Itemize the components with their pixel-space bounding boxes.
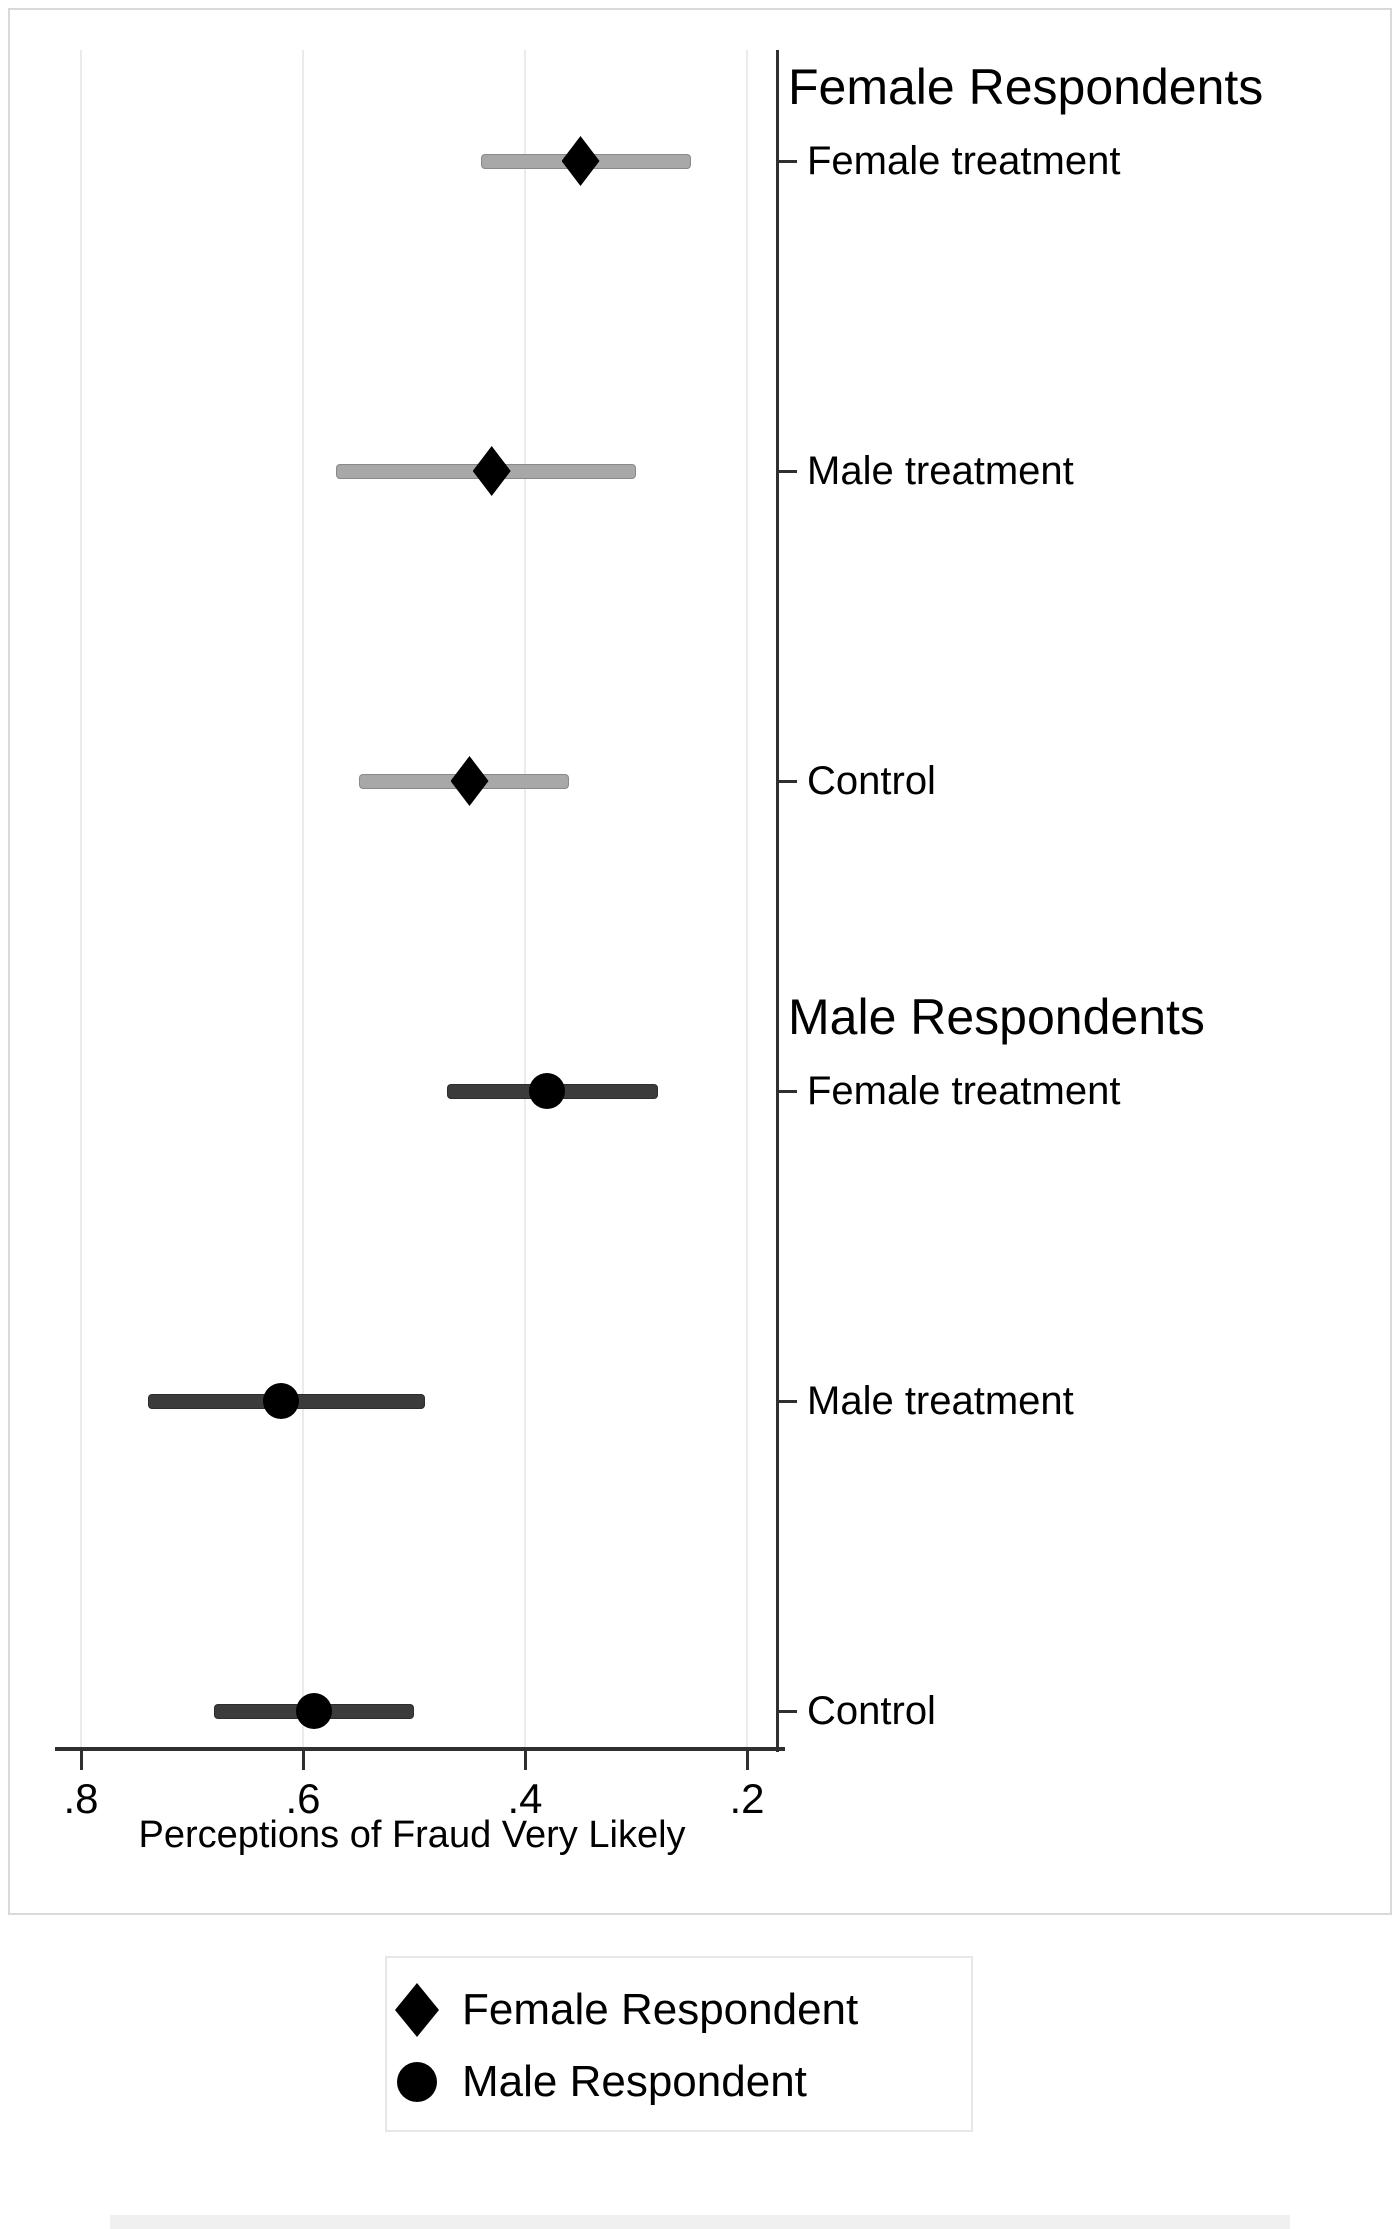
category-tick — [777, 470, 797, 473]
category-label: Control — [807, 1689, 936, 1733]
category-label: Male treatment — [807, 1379, 1074, 1423]
x-axis-title: Perceptions of Fraud Very Likely — [138, 1814, 686, 1856]
x-gridline — [746, 50, 748, 1749]
x-axis-line — [55, 1747, 785, 1751]
x-gridline — [80, 50, 82, 1749]
x-tick — [302, 1750, 305, 1770]
x-tick — [746, 1750, 749, 1770]
x-tick-label: .6 — [285, 1775, 321, 1822]
estimate-marker-diamond — [450, 756, 489, 806]
x-tick-label: .8 — [63, 1775, 99, 1822]
x-tick-label: .2 — [729, 1775, 765, 1822]
x-gridline — [524, 50, 526, 1749]
category-tick — [777, 1090, 797, 1093]
category-tick — [777, 780, 797, 783]
estimate-marker-circle — [529, 1073, 566, 1109]
estimate-marker-circle — [262, 1383, 299, 1419]
legend-label: Female Respondent — [462, 1985, 859, 2034]
group-header: Male Respondents — [788, 989, 1205, 1045]
legend-box: Female Respondent Male Respondent — [385, 1956, 973, 2132]
x-tick — [80, 1750, 83, 1770]
category-tick — [777, 1400, 797, 1403]
y-axis-line — [776, 50, 779, 1752]
x-tick — [524, 1750, 527, 1770]
category-tick — [777, 1710, 797, 1713]
estimate-marker-circle — [296, 1693, 333, 1729]
caption-strip — [110, 2215, 1290, 2229]
legend-label: Male Respondent — [462, 2057, 807, 2106]
legend-marker-diamond — [395, 1983, 439, 2037]
figure-frame — [8, 8, 1392, 1915]
category-label: Female treatment — [807, 139, 1121, 183]
category-label: Male treatment — [807, 449, 1074, 493]
x-gridline — [302, 50, 304, 1749]
estimate-marker-diamond — [472, 446, 511, 496]
legend-marker-circle — [397, 2062, 437, 2102]
group-header: Female Respondents — [788, 59, 1264, 115]
category-tick — [777, 160, 797, 163]
category-label: Control — [807, 759, 936, 803]
estimate-marker-diamond — [561, 136, 600, 186]
x-tick-label: .4 — [507, 1775, 543, 1822]
category-label: Female treatment — [807, 1069, 1121, 1113]
